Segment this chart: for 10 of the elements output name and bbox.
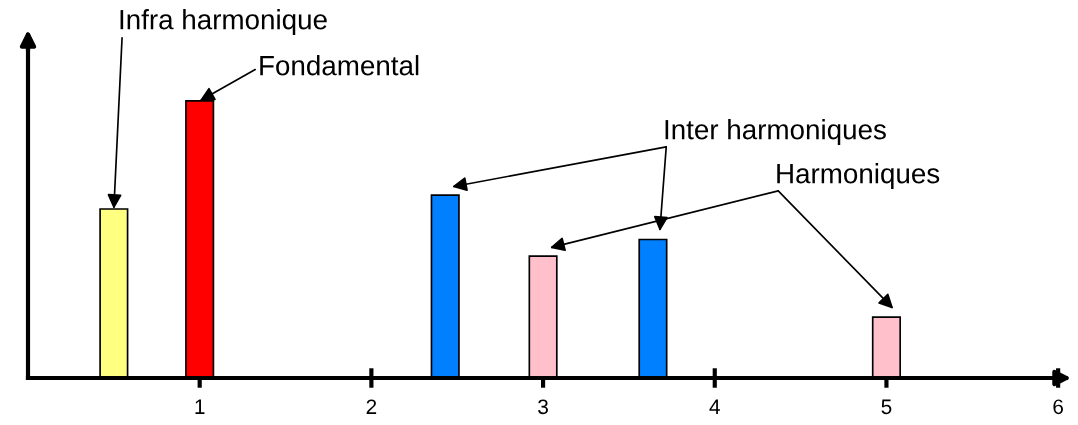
- annotation: Fondamental: [260, 55, 419, 76]
- x-tick-label: 4: [709, 399, 720, 414]
- x-tick-label: 3: [538, 399, 548, 415]
- x-tick-label: 1: [195, 399, 205, 414]
- annotation: Harmoniques: [777, 163, 940, 189]
- annotation: Infra harmonique: [120, 9, 327, 35]
- x-tick-label: 6: [1053, 399, 1064, 415]
- annotation: Inter harmoniques: [665, 119, 886, 145]
- x-tick-label: 5: [881, 399, 892, 415]
- x-tick-label: 2: [366, 399, 377, 414]
